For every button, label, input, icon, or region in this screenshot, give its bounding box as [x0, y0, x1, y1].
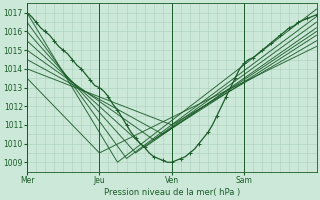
X-axis label: Pression niveau de la mer( hPa ): Pression niveau de la mer( hPa ) — [104, 188, 240, 197]
